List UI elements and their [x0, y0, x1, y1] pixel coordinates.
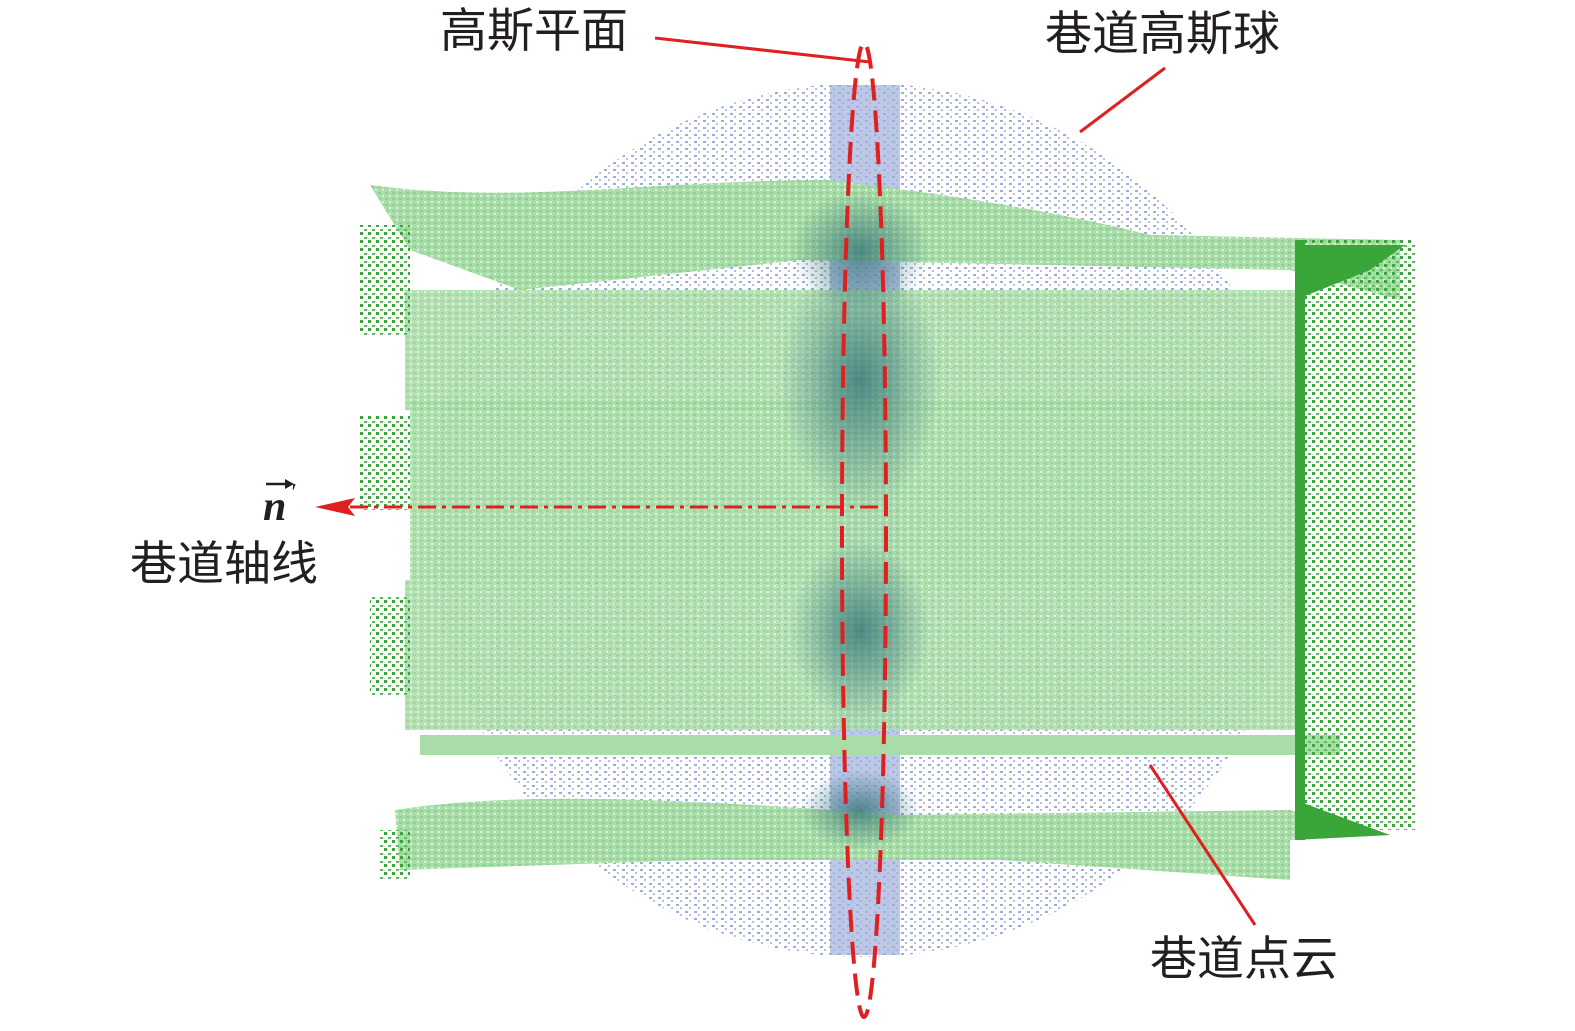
- gauss-plane-label: 高斯平面: [440, 4, 628, 59]
- gauss-sphere-label: 巷道高斯球: [1045, 7, 1280, 62]
- leader-line: [654, 36, 871, 64]
- vector-symbol: n ′: [263, 479, 296, 530]
- axis-label: 巷道轴线: [130, 537, 318, 592]
- vector-prime: ′: [290, 480, 296, 506]
- axis-arrow: [315, 498, 355, 516]
- gauss-plane-outline: [840, 41, 888, 1019]
- leader-line: [1079, 66, 1166, 134]
- point-cloud-label: 巷道点云: [1150, 932, 1338, 987]
- leader-line: [1148, 764, 1257, 926]
- vector-n: n: [263, 484, 286, 530]
- point-cloud: [360, 180, 1415, 880]
